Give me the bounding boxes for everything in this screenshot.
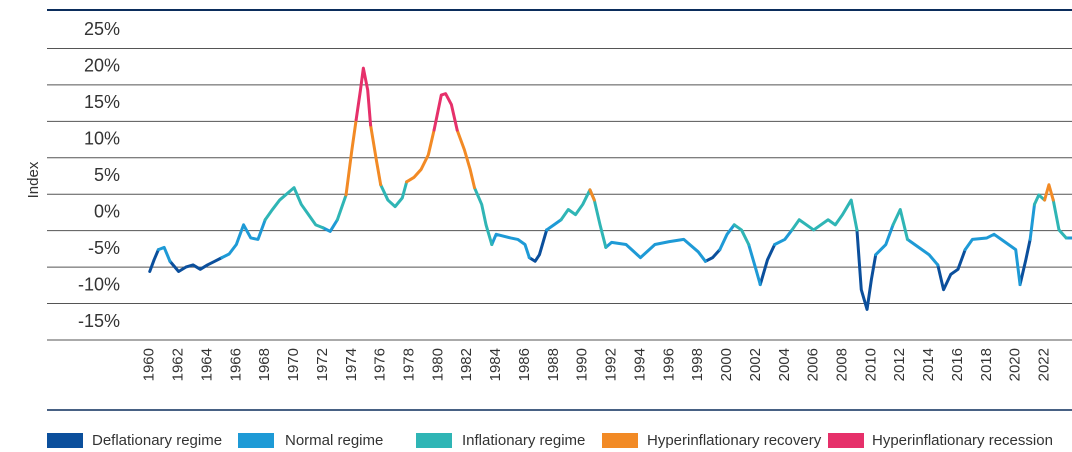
y-tick-label: 25%	[84, 19, 120, 39]
legend-label: Hyperinflationary recovery	[647, 432, 822, 449]
x-tick-label: 1982	[458, 348, 475, 381]
x-tick-label: 2014	[920, 348, 937, 381]
y-tick-label: -10%	[78, 274, 120, 294]
x-tick-label: 2012	[891, 348, 908, 381]
x-tick-label: 2008	[833, 348, 850, 381]
y-tick-label: 5%	[94, 165, 120, 185]
x-tick-label: 1984	[487, 348, 504, 381]
x-tick-label: 1964	[198, 348, 215, 381]
x-tick-label: 1968	[256, 348, 273, 381]
x-tick-label: 1994	[631, 348, 648, 381]
x-tick-label: 2004	[776, 348, 793, 381]
legend-swatch	[47, 433, 83, 448]
legend-swatch	[828, 433, 864, 448]
x-tick-label: 1996	[660, 348, 677, 381]
x-tick-label: 1980	[429, 348, 446, 381]
y-tick-label: 0%	[94, 201, 120, 221]
legend-label: Normal regime	[285, 432, 383, 449]
x-tick-label: 1974	[343, 348, 360, 381]
x-tick-label: 2002	[747, 348, 764, 381]
series-line	[156, 202, 1072, 287]
y-tick-label: 10%	[84, 129, 120, 149]
legend-swatch	[238, 433, 274, 448]
legend-label: Hyperinflationary recession	[872, 432, 1053, 449]
x-tick-label: 2010	[862, 348, 879, 381]
series-line	[344, 118, 1055, 202]
x-tick-label: 2000	[718, 348, 735, 381]
legend-label: Inflationary regime	[462, 432, 585, 449]
y-tick-label: -15%	[78, 311, 120, 331]
x-tick-label: 2018	[978, 348, 995, 381]
x-tick-label: 1976	[372, 348, 389, 381]
y-axis-label: Index	[25, 161, 42, 198]
series-line	[263, 180, 1068, 249]
x-tick-label: 1998	[689, 348, 706, 381]
legend-label: Deflationary regime	[92, 432, 222, 449]
x-tick-label: 1988	[545, 348, 562, 381]
legend-swatch	[602, 433, 638, 448]
x-tick-label: 1986	[516, 348, 533, 381]
x-tick-label: 2022	[1036, 348, 1053, 381]
x-tick-label: 2006	[805, 348, 822, 381]
x-tick-label: 2016	[949, 348, 966, 381]
x-tick-label: 1970	[285, 348, 302, 381]
x-tick-label: 1992	[603, 348, 620, 381]
series-line	[354, 66, 459, 132]
x-tick-label: 1960	[141, 348, 158, 381]
x-tick-label: 1966	[227, 348, 244, 381]
y-tick-label: -5%	[88, 238, 120, 258]
y-tick-label: 15%	[84, 92, 120, 112]
x-tick-label: 1972	[314, 348, 331, 381]
x-tick-label: 2020	[1007, 348, 1024, 381]
y-tick-label: 20%	[84, 56, 120, 76]
legend-swatch	[416, 433, 452, 448]
x-tick-label: 1978	[401, 348, 418, 381]
x-tick-label: 1962	[170, 348, 187, 381]
x-tick-label: 1990	[574, 348, 591, 381]
series-line	[148, 228, 1032, 311]
